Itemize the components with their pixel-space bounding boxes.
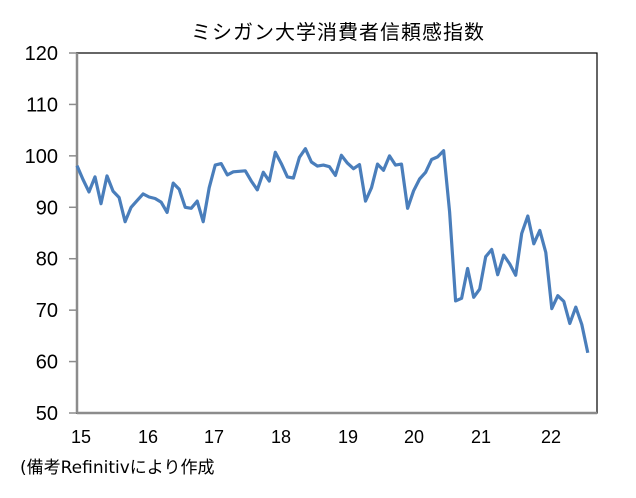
y-tick-label: 50 (36, 403, 58, 425)
x-tick-label: 16 (138, 427, 158, 447)
x-tick-label: 18 (271, 427, 291, 447)
y-axis: 50 60 70 80 90 100 110 120 (25, 43, 77, 425)
x-tick-label: 20 (404, 427, 424, 447)
x-tick-label: 19 (338, 427, 358, 447)
data-line (75, 147, 590, 354)
y-tick-label: 80 (36, 249, 58, 271)
y-tick-label: 110 (26, 94, 58, 116)
x-tick-label: 21 (471, 427, 491, 447)
x-tick-label: 17 (204, 427, 224, 447)
x-axis: 15 16 17 18 19 20 21 22 (71, 427, 561, 447)
y-tick-label: 120 (25, 43, 58, 65)
y-tick-label: 70 (36, 300, 58, 322)
source-note: (備考Refinitivにより作成 (20, 458, 215, 478)
x-tick-label: 15 (71, 427, 91, 447)
y-tick-label: 60 (36, 352, 58, 374)
x-tick-label: 22 (541, 427, 561, 447)
chart-title: ミシガン大学消費者信頼感指数 (191, 20, 485, 44)
y-tick-label: 100 (25, 146, 58, 168)
plot-frame (76, 52, 598, 414)
y-tick-label: 90 (36, 197, 58, 219)
